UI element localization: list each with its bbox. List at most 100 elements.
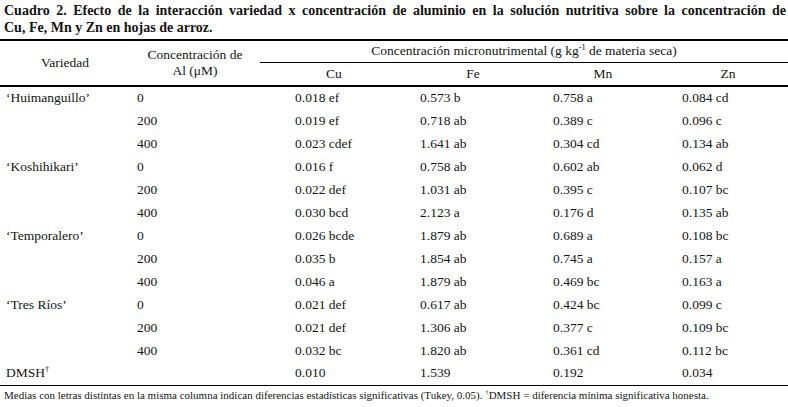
table-caption-line1: Cuadro 2. Efecto de la interacción varie… bbox=[4, 2, 786, 19]
al-cell: 400 bbox=[130, 132, 260, 155]
cu-cell: 0.023 cdef bbox=[260, 132, 408, 155]
al-cell: 200 bbox=[130, 247, 260, 270]
variety-cell bbox=[0, 178, 130, 201]
variety-cell bbox=[0, 247, 130, 270]
table-row: 4000.046 a1.879 ab0.469 bc0.163 a bbox=[0, 270, 788, 293]
zn-cell: 0.135 ab bbox=[668, 201, 788, 224]
al-cell: 200 bbox=[130, 178, 260, 201]
zn-cell: 0.034 bbox=[668, 362, 788, 385]
fe-cell: 1.031 ab bbox=[408, 178, 538, 201]
col-header-al-line1: Concentración de bbox=[148, 47, 243, 62]
table-caption-line2: Cu, Fe, Mn y Zn en hojas de arroz. bbox=[4, 19, 786, 36]
table-row: 4000.030 bcd2.123 a0.176 d0.135 ab bbox=[0, 201, 788, 224]
table-header: Variedad Concentración de Al (μM) Concen… bbox=[0, 40, 788, 86]
micronutrient-group-label-suffix: de materia seca) bbox=[586, 43, 677, 58]
mn-cell: 0.745 a bbox=[538, 247, 668, 270]
mn-cell: 0.424 bc bbox=[538, 293, 668, 316]
variety-cell bbox=[0, 316, 130, 339]
al-cell: 400 bbox=[130, 339, 260, 362]
cu-cell: 0.019 ef bbox=[260, 109, 408, 132]
data-table: Variedad Concentración de Al (μM) Concen… bbox=[0, 39, 788, 386]
mn-cell: 0.304 cd bbox=[538, 132, 668, 155]
zn-cell: 0.107 bc bbox=[668, 178, 788, 201]
table-row: ‘Koshihikari’00.016 f0.758 ab0.602 ab0.0… bbox=[0, 155, 788, 178]
fe-cell: 1.820 ab bbox=[408, 339, 538, 362]
fe-cell: 1.854 ab bbox=[408, 247, 538, 270]
al-cell: 0 bbox=[130, 155, 260, 178]
micronutrient-unit-superscript: -1 bbox=[579, 43, 586, 52]
zn-cell: 0.134 ab bbox=[668, 132, 788, 155]
mn-cell: 0.361 cd bbox=[538, 339, 668, 362]
table-row: 2000.022 def1.031 ab0.395 c0.107 bc bbox=[0, 178, 788, 201]
zn-cell: 0.109 bc bbox=[668, 316, 788, 339]
col-header-mn: Mn bbox=[538, 62, 668, 86]
fe-cell: 1.879 ab bbox=[408, 224, 538, 247]
variety-cell bbox=[0, 109, 130, 132]
table-row: ‘Tres Ríos’00.021 def0.617 ab0.424 bc0.0… bbox=[0, 293, 788, 316]
table-row: ‘Temporalero’00.026 bcde1.879 ab0.689 a0… bbox=[0, 224, 788, 247]
zn-cell: 0.099 c bbox=[668, 293, 788, 316]
table-row: 4000.032 bc1.820 ab0.361 cd0.112 bc bbox=[0, 339, 788, 362]
footnote-text-part2: DMSH = diferencia mínima significativa h… bbox=[489, 389, 709, 401]
cu-cell: 0.022 def bbox=[260, 178, 408, 201]
col-header-variedad: Variedad bbox=[0, 40, 130, 86]
variety-cell: DMSH† bbox=[0, 362, 130, 385]
zn-cell: 0.157 a bbox=[668, 247, 788, 270]
cu-cell: 0.046 a bbox=[260, 270, 408, 293]
zn-cell: 0.062 d bbox=[668, 155, 788, 178]
mn-cell: 0.758 a bbox=[538, 86, 668, 109]
zn-cell: 0.096 c bbox=[668, 109, 788, 132]
table-caption: Cuadro 2. Efecto de la interacción varie… bbox=[0, 0, 788, 36]
zn-cell: 0.108 bc bbox=[668, 224, 788, 247]
variety-cell: ‘Huimanguillo’ bbox=[0, 86, 130, 109]
fe-cell: 1.641 ab bbox=[408, 132, 538, 155]
zn-cell: 0.163 a bbox=[668, 270, 788, 293]
cu-cell: 0.016 f bbox=[260, 155, 408, 178]
fe-cell: 0.718 ab bbox=[408, 109, 538, 132]
cu-cell: 0.035 b bbox=[260, 247, 408, 270]
cu-cell: 0.018 ef bbox=[260, 86, 408, 109]
cu-cell: 0.026 bcde bbox=[260, 224, 408, 247]
al-cell: 200 bbox=[130, 316, 260, 339]
footnote-text-part1: Medias con letras distintas en la misma … bbox=[4, 389, 485, 401]
table-row: 2000.021 def1.306 ab0.377 c0.109 bc bbox=[0, 316, 788, 339]
col-header-cu: Cu bbox=[260, 62, 408, 86]
variety-cell: ‘Koshihikari’ bbox=[0, 155, 130, 178]
cu-cell: 0.010 bbox=[260, 362, 408, 385]
variety-cell: ‘Temporalero’ bbox=[0, 224, 130, 247]
page: { "title": { "line1": "Cuadro 2. Efecto … bbox=[0, 0, 788, 407]
table-body: ‘Huimanguillo’00.018 ef0.573 b0.758 a0.0… bbox=[0, 86, 788, 385]
mn-cell: 0.395 c bbox=[538, 178, 668, 201]
table-row: 2000.019 ef0.718 ab0.389 c0.096 c bbox=[0, 109, 788, 132]
variety-dagger: † bbox=[45, 365, 49, 374]
mn-cell: 0.176 d bbox=[538, 201, 668, 224]
al-cell: 0 bbox=[130, 86, 260, 109]
micronutrient-group-label: Concentración micronutrimental (g kg bbox=[371, 43, 578, 58]
cu-cell: 0.030 bcd bbox=[260, 201, 408, 224]
mn-cell: 0.689 a bbox=[538, 224, 668, 247]
cu-cell: 0.032 bc bbox=[260, 339, 408, 362]
col-header-fe: Fe bbox=[408, 62, 538, 86]
mn-cell: 0.469 bc bbox=[538, 270, 668, 293]
variety-cell bbox=[0, 201, 130, 224]
mn-cell: 0.602 ab bbox=[538, 155, 668, 178]
table-row: 4000.023 cdef1.641 ab0.304 cd0.134 ab bbox=[0, 132, 788, 155]
col-header-micronutrient-group: Concentración micronutrimental (g kg-1 d… bbox=[260, 40, 788, 62]
table-row: 2000.035 b1.854 ab0.745 a0.157 a bbox=[0, 247, 788, 270]
fe-cell: 1.879 ab bbox=[408, 270, 538, 293]
fe-cell: 0.758 ab bbox=[408, 155, 538, 178]
al-cell: 0 bbox=[130, 224, 260, 247]
zn-cell: 0.084 cd bbox=[668, 86, 788, 109]
mn-cell: 0.192 bbox=[538, 362, 668, 385]
table-row: ‘Huimanguillo’00.018 ef0.573 b0.758 a0.0… bbox=[0, 86, 788, 109]
al-cell bbox=[130, 362, 260, 385]
mn-cell: 0.377 c bbox=[538, 316, 668, 339]
col-header-al-concentration: Concentración de Al (μM) bbox=[130, 40, 260, 86]
table-row: DMSH†0.0101.5390.1920.034 bbox=[0, 362, 788, 385]
al-cell: 400 bbox=[130, 201, 260, 224]
fe-cell: 2.123 a bbox=[408, 201, 538, 224]
variety-cell: ‘Tres Ríos’ bbox=[0, 293, 130, 316]
mn-cell: 0.389 c bbox=[538, 109, 668, 132]
col-header-zn: Zn bbox=[668, 62, 788, 86]
fe-cell: 0.617 ab bbox=[408, 293, 538, 316]
